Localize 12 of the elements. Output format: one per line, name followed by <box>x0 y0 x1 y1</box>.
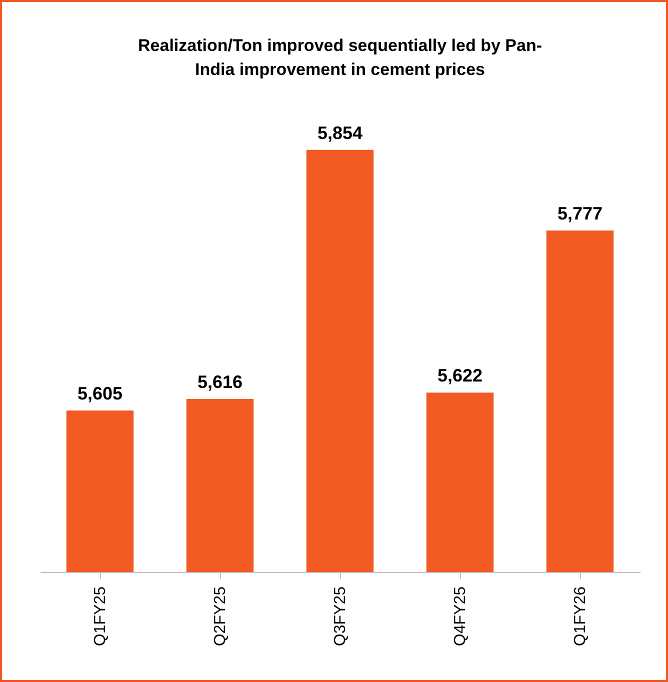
x-tick-label: Q1FY26 <box>572 586 589 646</box>
x-tick-label: Q1FY25 <box>92 586 109 646</box>
data-label: 5,622 <box>437 366 483 386</box>
x-tick-label: Q2FY25 <box>212 586 229 646</box>
data-label: 5,605 <box>77 383 123 404</box>
x-tick-label: Q4FY25 <box>452 586 469 646</box>
data-label: 5,616 <box>197 372 243 392</box>
text: India improvement in cement prices <box>194 60 486 79</box>
x-tick-label: Q3FY25 <box>332 586 349 646</box>
data-label: 5,777 <box>557 203 603 224</box>
text: Realization/Ton improved sequentially led by Pan- <box>138 36 542 55</box>
data-label: 5,854 <box>317 122 363 143</box>
